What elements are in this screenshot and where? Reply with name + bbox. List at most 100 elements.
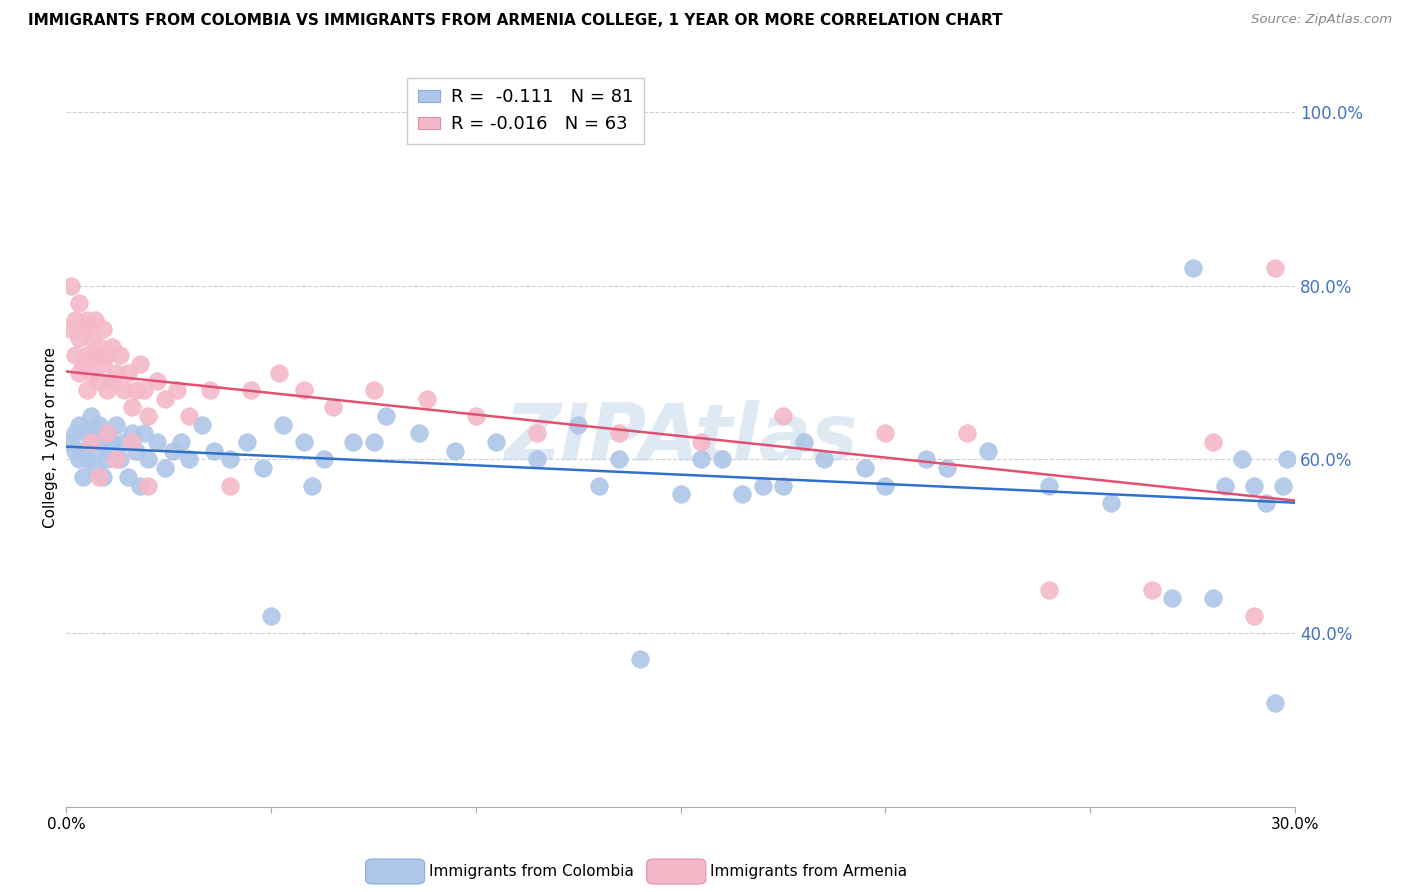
Point — [108, 348, 131, 362]
Point — [710, 452, 733, 467]
Point — [1256, 496, 1278, 510]
Point — [89, 374, 111, 388]
Point — [1038, 478, 1060, 492]
Point — [72, 443, 94, 458]
Point — [84, 348, 107, 362]
Point — [145, 374, 167, 388]
Point — [416, 392, 439, 406]
Point — [1140, 582, 1163, 597]
Point — [67, 296, 90, 310]
Point — [273, 417, 295, 432]
Point — [179, 409, 201, 423]
Point — [1202, 591, 1225, 606]
Point — [772, 409, 794, 423]
Point — [1202, 435, 1225, 450]
Point — [63, 443, 86, 458]
Point — [67, 452, 90, 467]
Point — [112, 383, 135, 397]
Point — [91, 470, 114, 484]
Point — [72, 322, 94, 336]
Point — [125, 383, 148, 397]
Point — [485, 435, 508, 450]
Point — [80, 435, 103, 450]
Point — [526, 452, 548, 467]
Point — [162, 443, 184, 458]
Point — [690, 435, 713, 450]
Point — [239, 383, 262, 397]
Point — [269, 366, 291, 380]
Point — [100, 435, 122, 450]
Point — [121, 426, 143, 441]
Point — [607, 426, 630, 441]
Point — [96, 452, 118, 467]
Point — [129, 478, 152, 492]
Point — [72, 470, 94, 484]
Text: Immigrants from Colombia: Immigrants from Colombia — [429, 864, 634, 879]
Point — [772, 478, 794, 492]
Point — [76, 426, 98, 441]
Point — [915, 452, 938, 467]
Point — [977, 443, 1000, 458]
Point — [59, 322, 82, 336]
Point — [567, 417, 589, 432]
Point — [607, 452, 630, 467]
Point — [731, 487, 754, 501]
Point — [690, 452, 713, 467]
Point — [89, 339, 111, 353]
Point — [121, 435, 143, 450]
Legend: R =  -0.111   N = 81, R = -0.016   N = 63: R = -0.111 N = 81, R = -0.016 N = 63 — [408, 78, 644, 145]
Point — [89, 470, 111, 484]
Point — [374, 409, 396, 423]
Point — [96, 348, 118, 362]
Point — [76, 313, 98, 327]
Point — [134, 383, 156, 397]
Point — [363, 435, 385, 450]
Text: IMMIGRANTS FROM COLOMBIA VS IMMIGRANTS FROM ARMENIA COLLEGE, 1 YEAR OR MORE CORR: IMMIGRANTS FROM COLOMBIA VS IMMIGRANTS F… — [28, 13, 1002, 29]
Point — [72, 357, 94, 371]
Point — [138, 409, 160, 423]
Point — [875, 426, 897, 441]
Point — [588, 478, 610, 492]
Point — [89, 417, 111, 432]
Point — [96, 383, 118, 397]
Text: Source: ZipAtlas.com: Source: ZipAtlas.com — [1251, 13, 1392, 27]
Point — [179, 452, 201, 467]
Point — [1275, 452, 1298, 467]
Point — [104, 366, 127, 380]
Point — [63, 313, 86, 327]
Point — [84, 313, 107, 327]
Point — [1099, 496, 1122, 510]
Point — [84, 426, 107, 441]
Point — [96, 426, 118, 441]
Point — [813, 452, 835, 467]
Point — [100, 443, 122, 458]
Point — [170, 435, 193, 450]
Point — [125, 443, 148, 458]
Point — [1243, 478, 1265, 492]
Point — [59, 435, 82, 450]
Point — [292, 383, 315, 397]
Point — [100, 339, 122, 353]
Point — [252, 461, 274, 475]
Point — [76, 383, 98, 397]
Point — [235, 435, 257, 450]
Point — [1271, 478, 1294, 492]
Point — [956, 426, 979, 441]
Point — [628, 652, 651, 666]
Point — [1215, 478, 1237, 492]
Point — [63, 348, 86, 362]
Point — [59, 278, 82, 293]
Point — [76, 452, 98, 467]
Point — [63, 426, 86, 441]
Point — [190, 417, 212, 432]
Point — [104, 452, 127, 467]
Point — [104, 417, 127, 432]
Y-axis label: College, 1 year or more: College, 1 year or more — [44, 347, 58, 528]
Point — [80, 366, 103, 380]
Point — [1181, 261, 1204, 276]
Point — [219, 452, 242, 467]
Point — [108, 452, 131, 467]
Point — [166, 383, 188, 397]
Point — [751, 478, 773, 492]
Text: Immigrants from Armenia: Immigrants from Armenia — [710, 864, 907, 879]
